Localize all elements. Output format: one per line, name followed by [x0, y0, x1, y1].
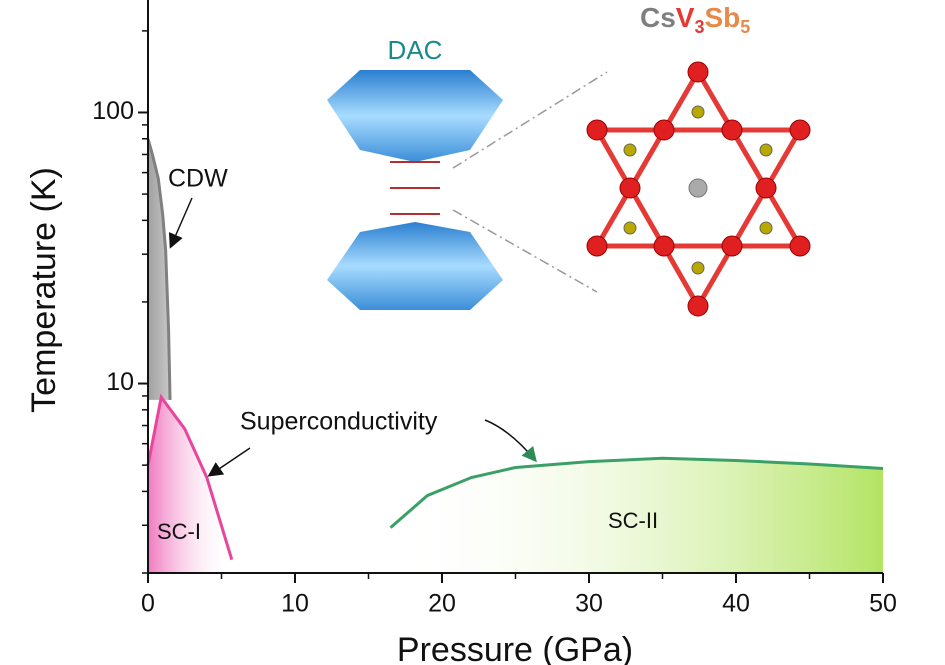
series-line: [389, 456, 884, 529]
arrow: [168, 197, 193, 249]
x-tick-label: 40: [722, 590, 750, 618]
zoom-lines: [452, 71, 608, 293]
area-fill: [390, 458, 883, 573]
areas: [148, 138, 883, 573]
dac-label: DAC: [388, 35, 443, 65]
formula-part: V: [676, 2, 695, 33]
x-tick-label: 20: [428, 590, 456, 618]
diamond: [327, 70, 503, 162]
series-line: [146, 393, 234, 561]
lines: [146, 138, 884, 561]
lattice: [592, 67, 805, 312]
area-fill: [148, 397, 232, 573]
annotation: SC-II: [608, 508, 658, 533]
annotation: Superconductivity: [240, 408, 438, 436]
formula-part: 5: [740, 17, 750, 37]
sb-atoms: [623, 105, 773, 275]
inset: DAC CsV3Sb5: [327, 2, 811, 317]
cs-atom: [688, 178, 708, 198]
annotation: SC-I: [157, 519, 201, 544]
x-tick-label: 30: [575, 590, 603, 618]
x-tick-label: 50: [869, 590, 897, 618]
sample-layers: [390, 161, 440, 215]
y-axis-label: Temperature (K): [25, 167, 63, 413]
x-tick-label: 10: [281, 590, 309, 618]
v-atoms: [586, 61, 811, 317]
arrow: [207, 447, 251, 477]
arrow: [484, 419, 537, 463]
formula: CsV3Sb5: [640, 2, 750, 36]
formula-part: 3: [694, 17, 704, 37]
formula-part: Sb: [705, 2, 741, 33]
annotation: CDW: [168, 165, 228, 193]
y-tick-label: 100: [92, 97, 134, 125]
series-line: [146, 138, 172, 400]
x-axis-label: Pressure (GPa): [397, 631, 633, 665]
x-tick-label: 0: [141, 590, 155, 618]
formula-part: Cs: [640, 2, 676, 33]
y-tick-label: 10: [106, 368, 134, 396]
diamond: [327, 222, 503, 310]
axes: 0 10 20 30 40 50 10 100: [92, 0, 897, 618]
area-fill: [148, 138, 171, 400]
